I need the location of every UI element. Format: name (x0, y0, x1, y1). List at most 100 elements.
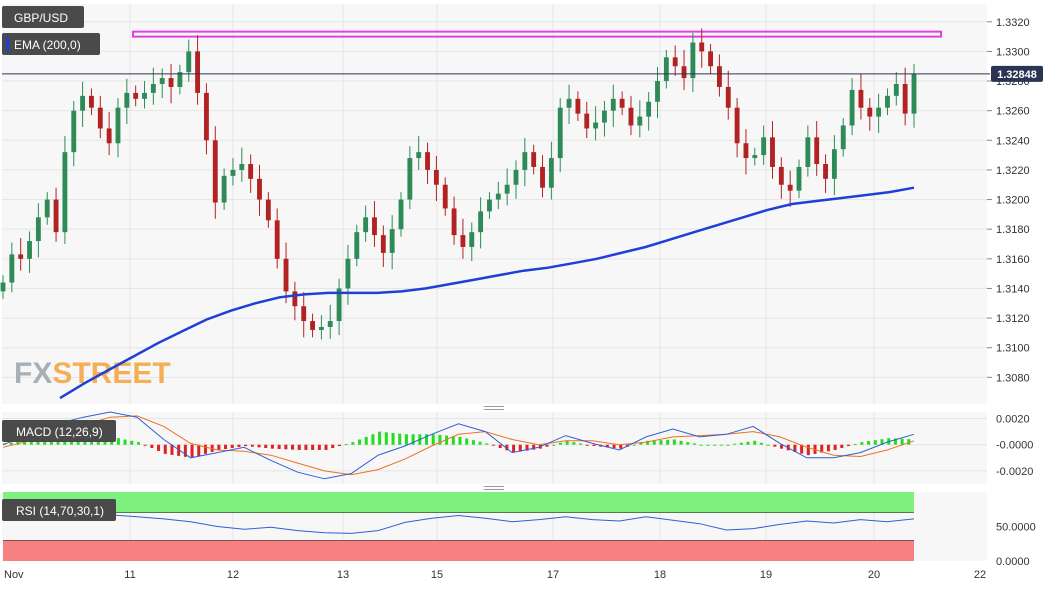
macd-histogram-bar (371, 434, 375, 445)
macd-histogram-bar (579, 443, 583, 445)
candle (177, 64, 183, 95)
rsi-line (2, 514, 915, 534)
candle (814, 121, 820, 176)
candle (593, 106, 599, 141)
macd-histogram-bar (331, 444, 335, 448)
candle (584, 101, 590, 139)
candle (0, 275, 6, 299)
macd-histogram-bar (806, 444, 810, 456)
macd-tick-label: -0.0000 (996, 440, 1033, 452)
candle (770, 121, 775, 179)
candle (699, 28, 705, 68)
macd-histogram-bar (545, 444, 549, 447)
macd-label-text: MACD (12,26,9) (16, 425, 103, 439)
candle (53, 187, 59, 242)
candle (690, 32, 696, 93)
macd-histogram-bar (565, 440, 569, 445)
macd-histogram-bar (739, 442, 743, 445)
macd-histogram-bar (257, 444, 261, 448)
macd-histogram-bar (9, 442, 13, 445)
rsi-tick-label: 50.0000 (996, 522, 1036, 534)
macd-histogram-bar (183, 444, 187, 457)
macd-histogram-bar (190, 444, 194, 458)
macd-histogram-bar (304, 444, 308, 450)
macd-histogram-bar (29, 439, 33, 445)
candle (425, 142, 430, 184)
macd-histogram-bar (177, 444, 181, 456)
price-tick-label: 1.3160 (996, 254, 1030, 266)
candle (531, 144, 537, 175)
candle (336, 278, 342, 336)
candle (239, 147, 245, 182)
macd-histogram-bar (746, 441, 750, 445)
macd-histogram-bar (411, 434, 415, 445)
macd-histogram-bar (719, 444, 723, 446)
macd-histogram-bar (652, 440, 656, 445)
candle (327, 304, 333, 339)
macd-histogram-bar (679, 440, 683, 445)
candle (478, 197, 484, 249)
candle (540, 155, 545, 198)
macd-histogram-bar (686, 442, 690, 445)
macd-histogram-bar (585, 444, 589, 446)
candle (230, 158, 236, 186)
candle (663, 49, 669, 89)
candle (9, 242, 15, 293)
macd-histogram-bar (672, 439, 676, 445)
x-tick-label: 13 (337, 569, 349, 581)
candle (398, 192, 404, 237)
macd-histogram-bar (465, 438, 469, 445)
candle (257, 164, 262, 216)
candle (716, 54, 722, 97)
candle (725, 70, 731, 120)
macd-histogram-bar (203, 444, 207, 454)
macd-histogram-bar (116, 438, 120, 445)
price-tick-label: 1.3140 (996, 283, 1030, 295)
watermark-street: STREET (52, 357, 170, 390)
candle (734, 98, 740, 158)
macd-axis: 0.0020 -0.0000 -0.0020 (996, 414, 1033, 478)
macd-histogram-bar (197, 444, 201, 456)
candle (487, 192, 492, 219)
candle (840, 118, 846, 157)
x-tick-label: Nov (4, 569, 24, 581)
grid (2, 4, 987, 561)
candle (504, 168, 510, 206)
macd-histogram-bar (505, 444, 509, 451)
candle (672, 45, 678, 76)
candle (681, 49, 687, 90)
candle (212, 126, 218, 219)
candle (203, 83, 209, 155)
macd-histogram-bar (826, 444, 830, 452)
candle (115, 98, 121, 158)
macd-histogram-bar (820, 444, 824, 453)
macd-histogram-bar (833, 444, 837, 450)
macd-histogram-bar (512, 444, 516, 453)
candle (655, 66, 660, 119)
candle (911, 64, 917, 128)
macd-histogram-bar (237, 444, 241, 448)
macd-histogram-bar (659, 440, 663, 445)
x-tick-label: 17 (547, 569, 559, 581)
macd-histogram-bar (324, 444, 328, 450)
candle (142, 81, 147, 109)
ema-label-text: EMA (200,0) (14, 38, 81, 52)
candle (522, 138, 528, 187)
macd-histogram-bar (900, 438, 904, 445)
macd-histogram-bar (646, 440, 650, 445)
price-tick-label: 1.3300 (996, 46, 1030, 58)
macd-histogram-bar (491, 444, 495, 446)
candle (248, 154, 254, 193)
rsi-label-text: RSI (14,70,30,1) (16, 504, 104, 518)
candle (469, 222, 475, 262)
macd-histogram-bar (692, 443, 696, 445)
macd-histogram-bar (297, 444, 301, 450)
x-tick-label: 18 (654, 569, 666, 581)
candle (71, 101, 77, 167)
candle (787, 170, 793, 207)
macd-histogram-bar (250, 444, 254, 447)
macd-histogram-bar (699, 444, 703, 446)
macd-histogram-bar (150, 444, 154, 448)
macd-histogram-bar (384, 432, 388, 445)
macd-histogram-bar (485, 443, 489, 445)
